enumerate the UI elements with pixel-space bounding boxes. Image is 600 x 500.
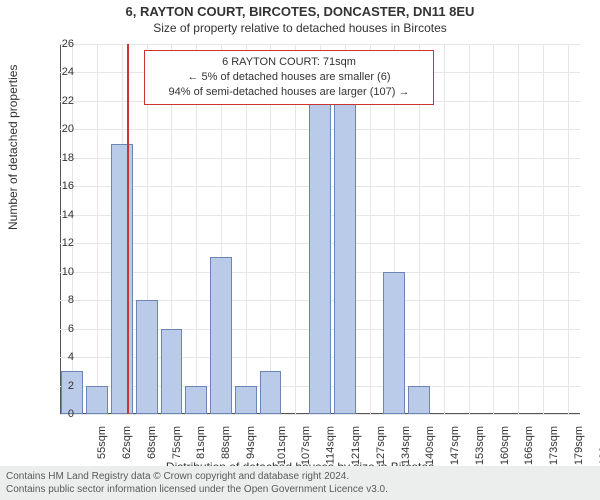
- x-tick-label: 153sqm: [474, 426, 486, 465]
- gridline-v: [493, 44, 494, 414]
- x-tick-label: 173sqm: [548, 426, 560, 465]
- y-tick-label: 20: [46, 123, 74, 135]
- gridline-v: [469, 44, 470, 414]
- histogram-bar: [86, 386, 108, 414]
- histogram-chart: 6 RAYTON COURT: 71sqm ← 5% of detached h…: [60, 44, 580, 414]
- x-tick-label: 166sqm: [523, 426, 535, 465]
- annotation-line: ← 5% of detached houses are smaller (6): [153, 70, 425, 85]
- highlight-annotation: 6 RAYTON COURT: 71sqm ← 5% of detached h…: [144, 50, 434, 105]
- annotation-line: 6 RAYTON COURT: 71sqm: [153, 55, 425, 70]
- histogram-bar: [185, 386, 207, 414]
- histogram-bar: [309, 101, 331, 414]
- gridline-v: [97, 44, 98, 414]
- y-tick-label: 2: [46, 380, 74, 392]
- histogram-bar: [235, 386, 257, 414]
- y-tick-label: 4: [46, 351, 74, 363]
- histogram-bar: [111, 144, 133, 414]
- x-tick-label: 62sqm: [121, 426, 133, 459]
- histogram-bar: [383, 272, 405, 414]
- x-tick-label: 55sqm: [96, 426, 108, 459]
- x-tick-label: 114sqm: [325, 426, 337, 464]
- y-tick-label: 6: [46, 323, 74, 335]
- x-tick-label: 101sqm: [276, 426, 288, 465]
- x-tick-label: 94sqm: [245, 426, 257, 459]
- y-tick-label: 12: [46, 237, 74, 249]
- histogram-bar: [161, 329, 183, 414]
- y-tick-label: 0: [46, 408, 74, 420]
- x-tick-label: 134sqm: [400, 426, 412, 465]
- gridline-v: [568, 44, 569, 414]
- gridline-v: [518, 44, 519, 414]
- x-tick-label: 179sqm: [573, 426, 585, 465]
- y-tick-label: 26: [46, 38, 74, 50]
- y-axis-label: Number of detached properties: [6, 65, 20, 230]
- x-tick-label: 81sqm: [195, 426, 207, 459]
- y-tick-label: 8: [46, 294, 74, 306]
- histogram-bar: [408, 386, 430, 414]
- y-tick-label: 10: [46, 266, 74, 278]
- x-tick-label: 121sqm: [350, 426, 362, 465]
- histogram-bar: [210, 257, 232, 414]
- x-tick-label: 107sqm: [301, 426, 313, 465]
- histogram-bar: [334, 87, 356, 414]
- histogram-bar: [260, 371, 282, 414]
- attribution-footer: Contains HM Land Registry data © Crown c…: [0, 466, 600, 500]
- x-tick-label: 140sqm: [424, 426, 436, 465]
- x-tick-label: 75sqm: [171, 426, 183, 459]
- page-title-line1: 6, RAYTON COURT, BIRCOTES, DONCASTER, DN…: [0, 4, 600, 19]
- gridline-h: [60, 414, 580, 415]
- y-tick-label: 18: [46, 152, 74, 164]
- gridline-v: [444, 44, 445, 414]
- x-tick-label: 68sqm: [146, 426, 158, 459]
- y-tick-label: 24: [46, 66, 74, 78]
- x-tick-label: 88sqm: [220, 426, 232, 459]
- x-tick-label: 147sqm: [449, 426, 461, 465]
- subject-marker-line: [127, 44, 129, 414]
- footer-line: Contains HM Land Registry data © Crown c…: [6, 470, 594, 483]
- x-tick-label: 127sqm: [375, 426, 387, 465]
- page-title-line2: Size of property relative to detached ho…: [0, 21, 600, 35]
- x-tick-label: 160sqm: [499, 426, 511, 465]
- footer-line: Contains public sector information licen…: [6, 483, 594, 496]
- histogram-bar: [136, 300, 158, 414]
- gridline-v: [543, 44, 544, 414]
- annotation-line: 94% of semi-detached houses are larger (…: [153, 85, 425, 100]
- y-tick-label: 22: [46, 95, 74, 107]
- y-tick-label: 16: [46, 180, 74, 192]
- y-tick-label: 14: [46, 209, 74, 221]
